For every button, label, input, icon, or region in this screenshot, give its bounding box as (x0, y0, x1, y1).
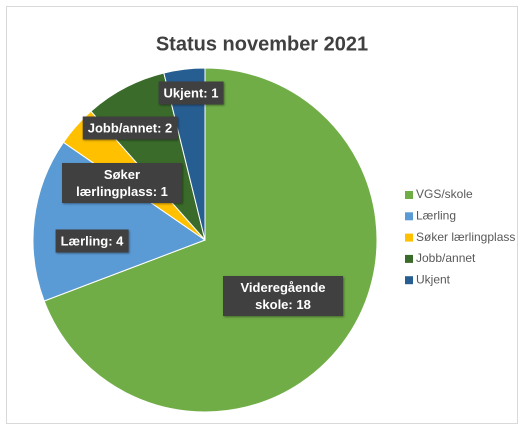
pie-slice (163, 67, 206, 241)
data-label: Ukjent: 1 (158, 81, 224, 105)
chart-title: Status november 2021 (156, 33, 368, 55)
legend-label: Søker lærlingplass (416, 230, 515, 244)
legend-swatch (405, 254, 413, 263)
legend-label: VGS/skole (416, 187, 473, 201)
data-label: Videregående skole: 18 (223, 276, 343, 316)
legend-label: Ukjent (416, 272, 451, 286)
data-label: Søker lærlingplass: 1 (62, 163, 182, 203)
legend-label: Lærling (416, 208, 456, 222)
legend-swatch (405, 191, 413, 199)
pie-slice (43, 67, 378, 413)
legend-label: Jobb/annet (416, 251, 476, 265)
legend-swatch (405, 233, 413, 242)
data-label: Lærling: 4 (55, 229, 129, 253)
legend-swatch (405, 276, 413, 285)
data-label: Jobb/annet: 2 (82, 116, 178, 140)
legend-swatch (405, 212, 413, 221)
